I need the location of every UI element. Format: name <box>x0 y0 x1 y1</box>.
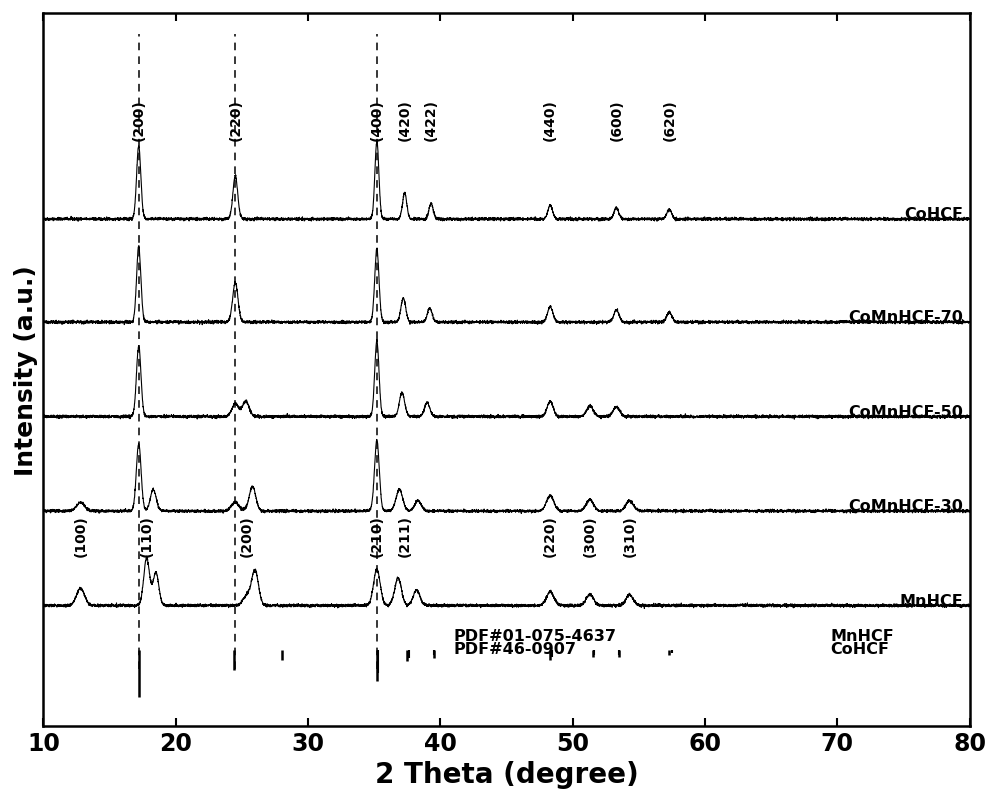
Text: (600): (600) <box>609 99 623 141</box>
Text: (110): (110) <box>140 514 154 556</box>
Text: (300): (300) <box>583 514 597 556</box>
Text: PDF#01-075-4637: PDF#01-075-4637 <box>454 628 617 643</box>
Text: (200): (200) <box>132 99 146 141</box>
Text: (400): (400) <box>370 99 384 141</box>
Text: (440): (440) <box>543 99 557 141</box>
Text: MnHCF: MnHCF <box>831 628 894 643</box>
Text: (420): (420) <box>398 99 412 141</box>
Text: CoHCF: CoHCF <box>831 641 890 656</box>
Text: PDF#46-0907: PDF#46-0907 <box>454 641 577 656</box>
Text: CoMnHCF-50: CoMnHCF-50 <box>848 404 963 419</box>
Text: CoMnHCF-30: CoMnHCF-30 <box>848 499 963 514</box>
Text: (220): (220) <box>543 514 557 556</box>
Text: MnHCF: MnHCF <box>899 593 963 608</box>
Text: (200): (200) <box>240 514 254 556</box>
Text: (220): (220) <box>228 99 242 141</box>
Text: CoMnHCF-70: CoMnHCF-70 <box>848 310 963 325</box>
Text: (620): (620) <box>662 99 676 141</box>
Text: (211): (211) <box>398 514 412 556</box>
Text: (100): (100) <box>73 514 87 556</box>
Text: (310): (310) <box>623 514 637 556</box>
Y-axis label: Intensity (a.u.): Intensity (a.u.) <box>14 265 38 475</box>
Text: CoHCF: CoHCF <box>904 207 963 222</box>
Text: (422): (422) <box>424 99 438 141</box>
X-axis label: 2 Theta (degree): 2 Theta (degree) <box>375 760 638 788</box>
Text: (210): (210) <box>370 514 384 556</box>
